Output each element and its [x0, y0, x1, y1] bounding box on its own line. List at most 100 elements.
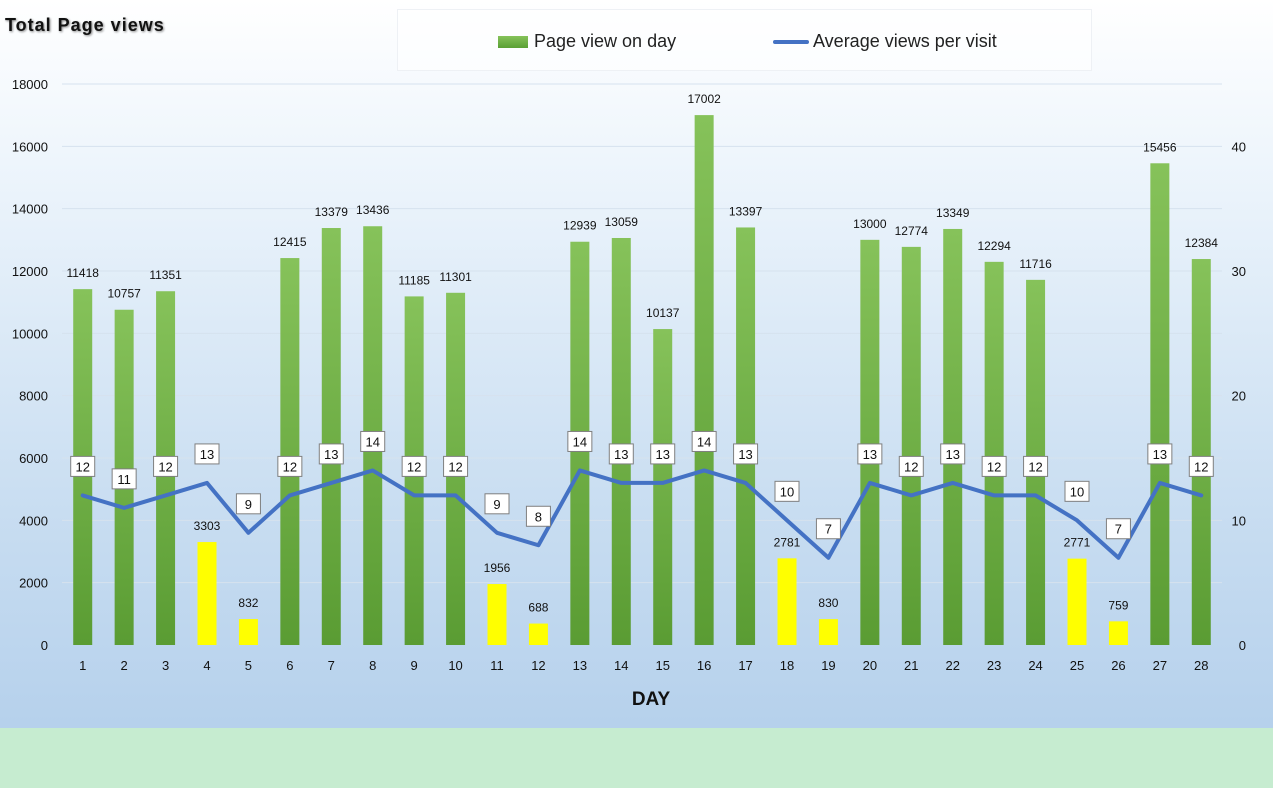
bar — [736, 227, 756, 646]
x-tick-label: 23 — [987, 658, 1001, 673]
bar-data-label: 3303 — [194, 519, 221, 533]
line-point — [702, 468, 706, 472]
line-point — [785, 518, 789, 522]
line-data-label: 12 — [448, 459, 462, 474]
bar-data-label: 13397 — [729, 204, 763, 218]
legend: Page view on day Average views per visit — [397, 9, 1092, 71]
line-data-label: 13 — [200, 447, 214, 462]
x-tick-label: 28 — [1194, 658, 1208, 673]
x-tick-label: 5 — [245, 658, 252, 673]
line-label-box — [525, 505, 551, 527]
line-label-box — [360, 430, 386, 452]
bar-data-label: 17002 — [687, 92, 721, 106]
x-tick-label: 2 — [121, 658, 128, 673]
line-point — [1075, 518, 1079, 522]
line-data-label: 13 — [945, 447, 959, 462]
bar-data-label: 13000 — [853, 217, 887, 231]
bar-data-label: 12294 — [977, 239, 1011, 253]
line-point — [371, 468, 375, 472]
line-point — [122, 506, 126, 510]
y-tick-label: 6000 — [19, 451, 48, 466]
line-point — [288, 493, 292, 497]
line-label-box — [1023, 455, 1049, 477]
line-data-label: 13 — [863, 447, 877, 462]
line-label-box — [733, 443, 759, 465]
line-point — [164, 493, 168, 497]
line-data-label: 13 — [1153, 447, 1167, 462]
bar — [1067, 558, 1087, 645]
line-point — [536, 543, 540, 547]
line-data-label: 13 — [614, 447, 628, 462]
bar-data-label: 11351 — [149, 268, 182, 282]
bar-data-label: 12939 — [563, 219, 597, 233]
line-point — [246, 531, 250, 535]
line-data-label: 14 — [573, 434, 587, 449]
y-tick-label: 14000 — [12, 202, 48, 217]
line-label-box — [940, 443, 966, 465]
line-data-label: 12 — [75, 459, 89, 474]
line-point — [619, 481, 623, 485]
x-tick-label: 21 — [904, 658, 918, 673]
line-point — [1199, 493, 1203, 497]
line-label-box — [1064, 480, 1090, 502]
line-data-label: 10 — [780, 484, 794, 499]
y2-tick-label: 0 — [1239, 638, 1246, 653]
legend-item-bars: Page view on day — [498, 31, 676, 52]
line-data-label: 12 — [283, 459, 297, 474]
x-tick-label: 14 — [614, 658, 628, 673]
bar-data-label: 2781 — [774, 535, 801, 549]
bar-data-label: 15456 — [1143, 140, 1177, 154]
y-tick-label: 8000 — [19, 389, 48, 404]
x-tick-label: 27 — [1153, 658, 1167, 673]
bar — [984, 261, 1004, 645]
line-label-box — [484, 493, 510, 515]
bar — [777, 558, 797, 645]
line-data-label: 11 — [117, 472, 131, 487]
line-data-label: 12 — [904, 459, 918, 474]
line-data-label: 9 — [493, 497, 500, 512]
line-point — [578, 468, 582, 472]
line-point — [1116, 556, 1120, 560]
bar-data-label: 12415 — [273, 235, 307, 249]
line-point — [744, 481, 748, 485]
x-tick-label: 12 — [531, 658, 545, 673]
line-point — [951, 481, 955, 485]
line-data-label: 7 — [825, 522, 832, 537]
line-label-box — [650, 443, 676, 465]
line-label-box — [857, 443, 883, 465]
x-tick-label: 19 — [821, 658, 835, 673]
x-tick-label: 1 — [79, 658, 86, 673]
line-label-box — [194, 443, 220, 465]
bar — [1191, 259, 1211, 645]
x-tick-label: 18 — [780, 658, 794, 673]
y-tick-label: 10000 — [12, 326, 48, 341]
x-tick-label: 8 — [369, 658, 376, 673]
bar — [694, 115, 714, 646]
bar — [528, 623, 548, 645]
line-label-box — [401, 455, 427, 477]
bar — [1108, 621, 1128, 645]
bar — [943, 228, 963, 645]
line-data-label: 8 — [535, 509, 542, 524]
line-point — [826, 556, 830, 560]
x-tick-label: 24 — [1028, 658, 1042, 673]
legend-bars-label: Page view on day — [534, 31, 677, 51]
bar — [611, 237, 631, 645]
line-label-box — [608, 443, 634, 465]
bar-data-label: 12774 — [895, 224, 929, 238]
line-data-label: 10 — [1070, 484, 1084, 499]
line-point — [868, 481, 872, 485]
line-data-label: 12 — [158, 459, 172, 474]
bar — [901, 246, 921, 645]
y-tick-label: 18000 — [12, 77, 48, 92]
bar-data-label: 1956 — [484, 561, 511, 575]
line-data-label: 7 — [1115, 522, 1122, 537]
line-label-box — [111, 468, 137, 490]
line-data-label: 12 — [1028, 459, 1042, 474]
bar-data-label: 10757 — [107, 287, 141, 301]
line-label-box — [981, 455, 1007, 477]
legend-line-label: Average views per visit — [813, 31, 997, 51]
bar-data-label: 13436 — [356, 203, 390, 217]
